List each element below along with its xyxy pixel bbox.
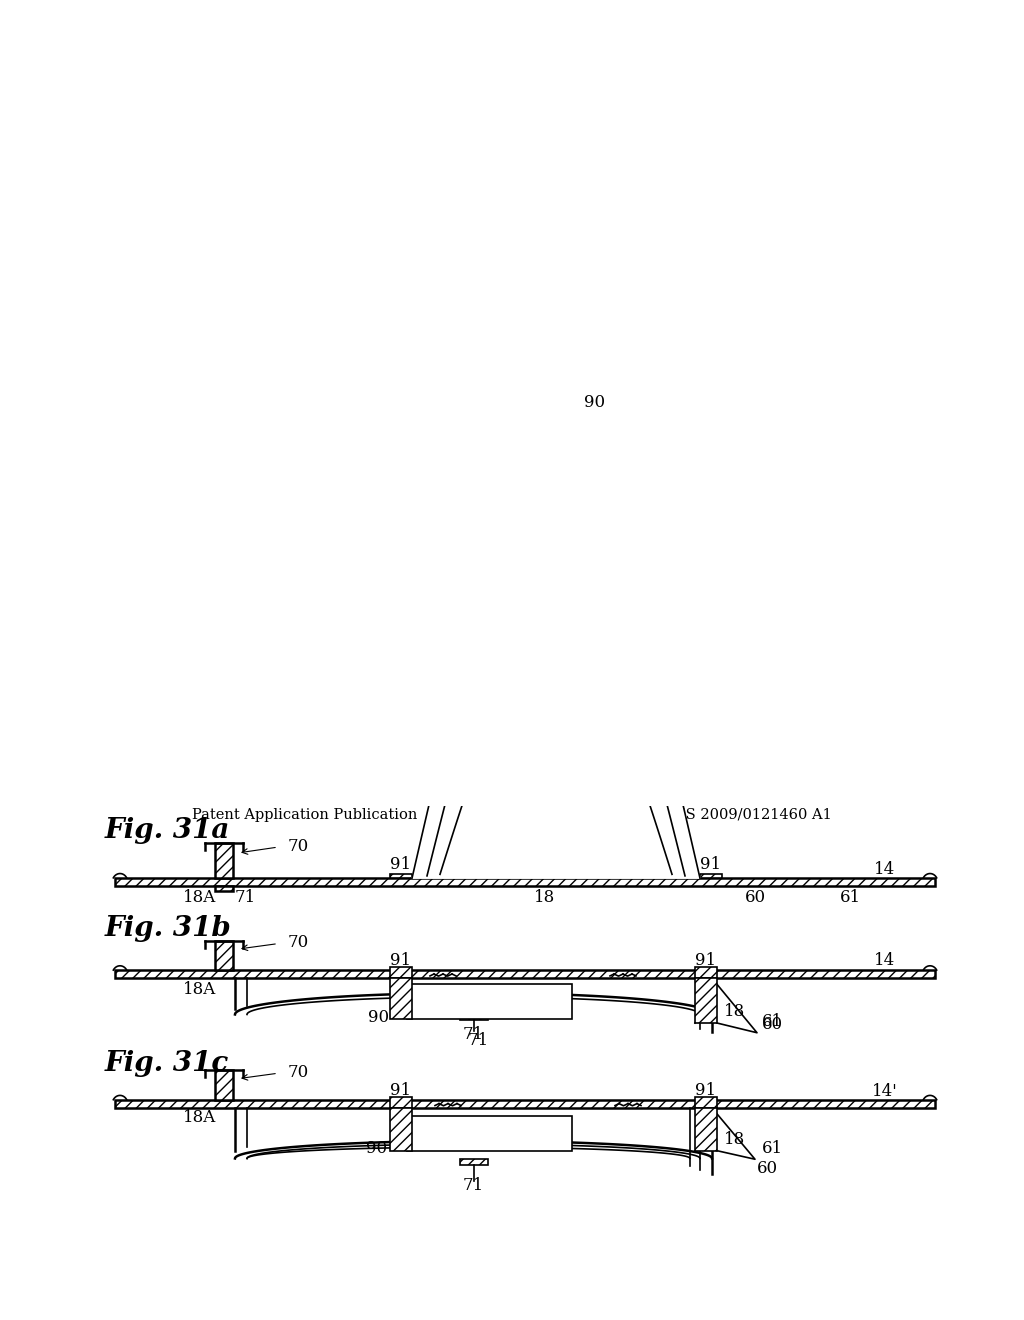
Text: 91: 91 [695, 1082, 717, 1098]
Text: 70: 70 [288, 1064, 309, 1081]
Text: 60: 60 [757, 1160, 777, 1176]
Bar [390, 968, 412, 978]
Bar [390, 978, 412, 1019]
Bar [115, 878, 935, 886]
Text: 61: 61 [762, 1012, 782, 1030]
Text: 91: 91 [695, 952, 717, 969]
Text: 61: 61 [762, 1140, 782, 1158]
Bar [215, 886, 233, 891]
Text: 71: 71 [234, 890, 256, 907]
Bar [460, 1015, 487, 1020]
Bar [215, 1071, 233, 1100]
Text: 90: 90 [366, 1140, 387, 1158]
Bar [390, 1097, 412, 1107]
Text: 90: 90 [585, 395, 605, 412]
Text: 18A: 18A [183, 981, 217, 998]
Bar [115, 1100, 935, 1107]
Text: 14: 14 [874, 861, 896, 878]
Text: Fig. 31a: Fig. 31a [105, 817, 230, 843]
Text: 60: 60 [744, 890, 766, 907]
Text: 91: 91 [390, 1082, 412, 1098]
Text: 61: 61 [840, 890, 860, 907]
Text: 71: 71 [463, 1026, 484, 1043]
Bar [700, 874, 722, 878]
Bar [390, 1107, 412, 1151]
Text: 18: 18 [535, 890, 556, 907]
Bar [695, 1107, 717, 1151]
Text: 91: 91 [390, 857, 412, 874]
Text: 18: 18 [724, 1003, 745, 1020]
Bar [695, 968, 717, 978]
Bar [695, 1097, 717, 1107]
Bar [390, 874, 412, 878]
Text: Fig. 31c: Fig. 31c [105, 1051, 229, 1077]
Bar [407, 985, 572, 1019]
Text: 14: 14 [874, 952, 896, 969]
Text: 70: 70 [288, 838, 309, 855]
Text: 70: 70 [288, 935, 309, 952]
Text: Fig. 31b: Fig. 31b [105, 915, 231, 942]
Bar [215, 843, 233, 878]
Text: Patent Application Publication    May 14, 2009  Sheet 28 of 36    US 2009/012146: Patent Application Publication May 14, 2… [193, 808, 831, 822]
Text: 18A: 18A [183, 1109, 217, 1126]
Text: 18: 18 [724, 1130, 745, 1147]
Text: 71: 71 [463, 1177, 484, 1195]
Polygon shape [412, 480, 700, 878]
Bar [460, 1159, 487, 1164]
Text: 71: 71 [468, 1032, 489, 1048]
Bar [407, 1115, 572, 1151]
Bar [695, 978, 717, 1023]
Text: 91: 91 [390, 952, 412, 969]
Text: 91: 91 [700, 857, 722, 874]
Bar [115, 970, 935, 978]
Text: 60: 60 [762, 1015, 782, 1032]
Text: 18A: 18A [183, 890, 217, 907]
Text: 14': 14' [872, 1082, 898, 1100]
Text: 90: 90 [368, 1008, 389, 1026]
Bar [215, 941, 233, 970]
